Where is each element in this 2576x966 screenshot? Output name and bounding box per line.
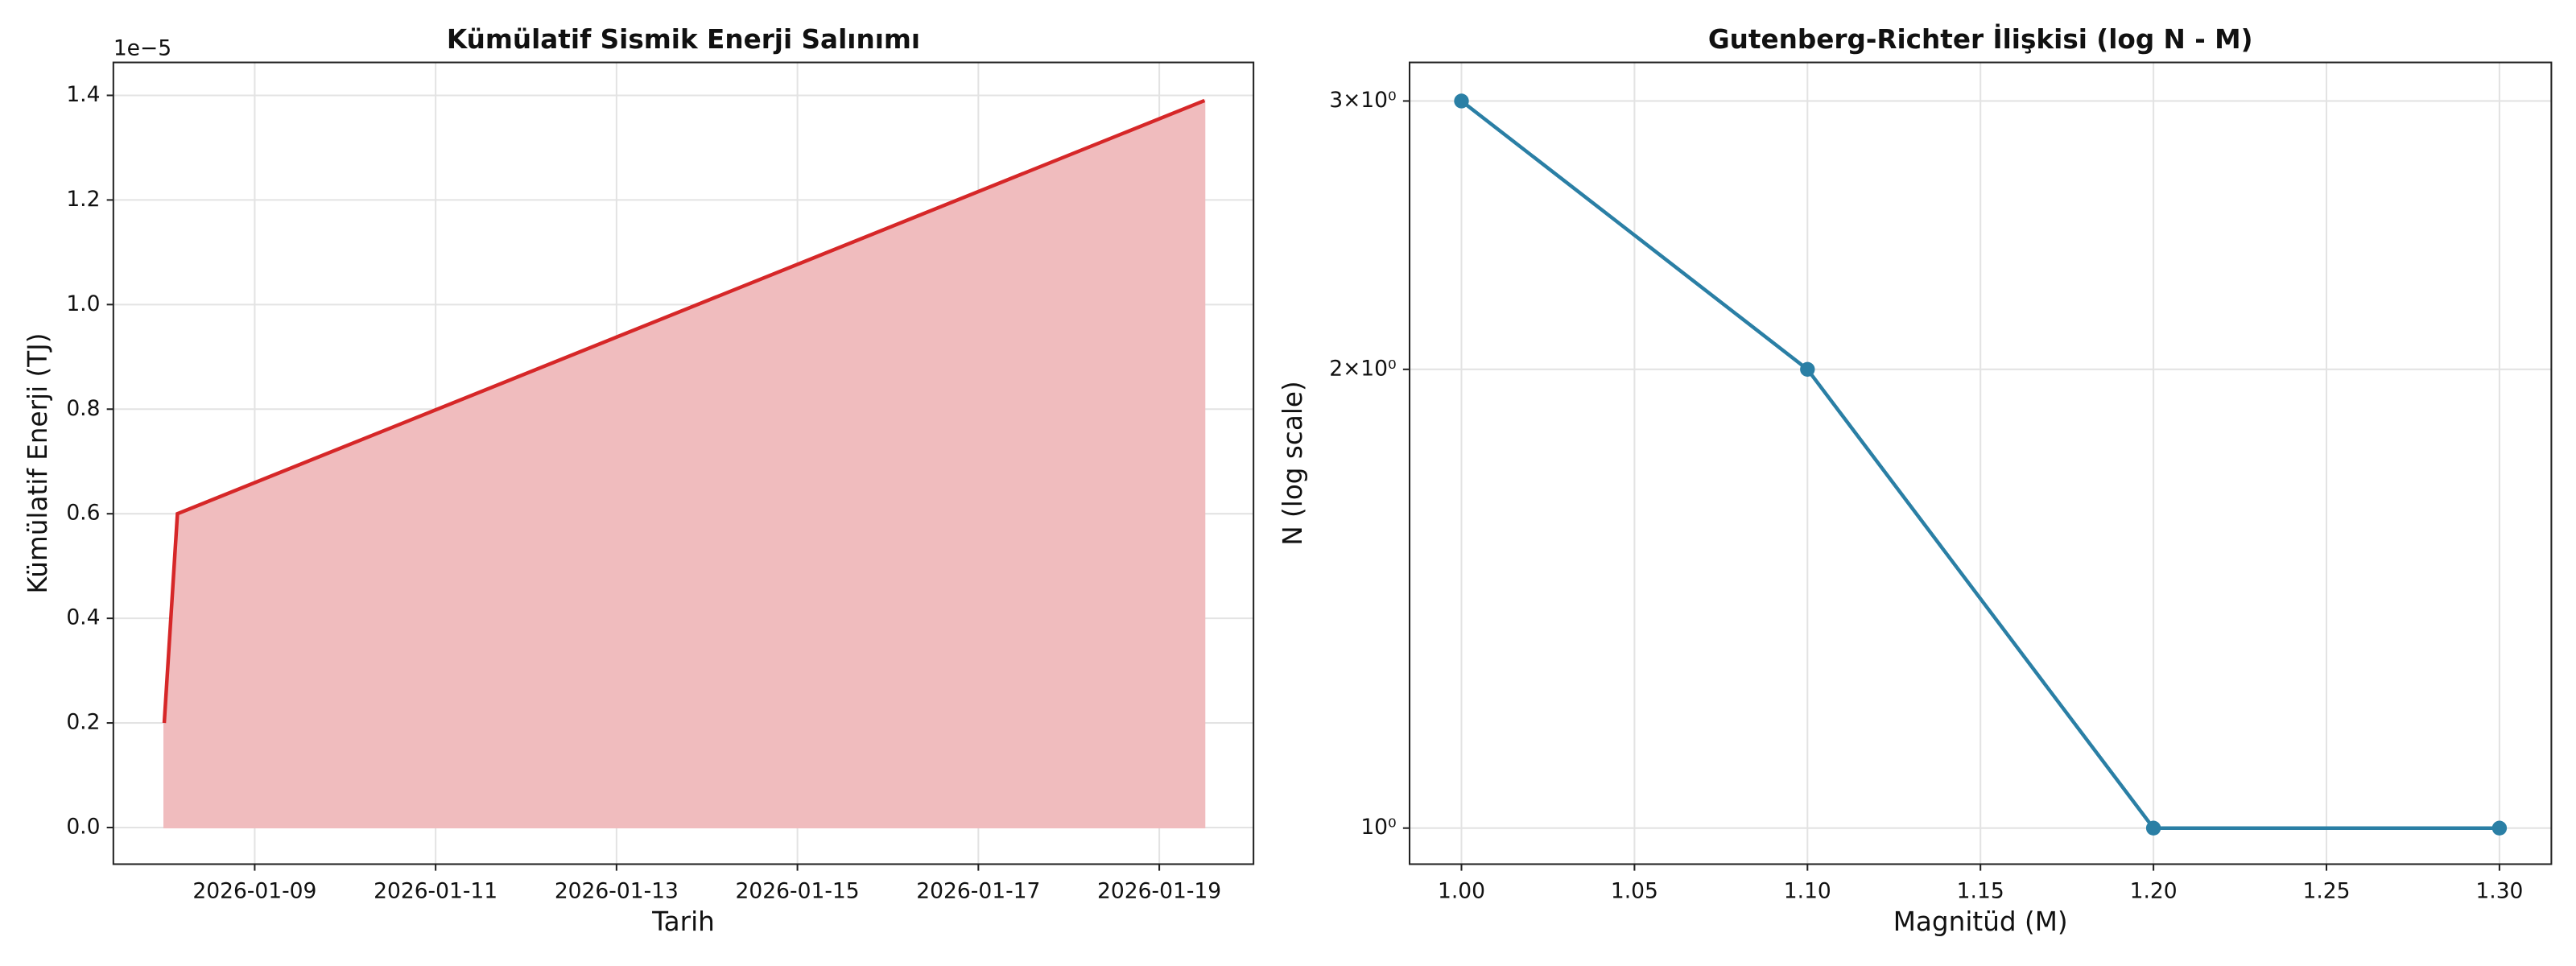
line	[162, 98, 1206, 724]
x-tick-label: 2026-01-19	[1097, 879, 1221, 904]
y-tick-label: 2×10⁰	[1329, 356, 1396, 381]
marker	[2491, 820, 2508, 836]
y-tick-label: 10⁰	[1360, 815, 1396, 840]
line	[1460, 99, 2500, 830]
x-tick-label: 2026-01-11	[374, 879, 497, 904]
y-tick-label: 1.2	[66, 187, 100, 212]
x-tick-label: 1.10	[1784, 879, 1831, 904]
x-tick-label: 1.00	[1438, 879, 1485, 904]
x-tick-label: 1.30	[2475, 879, 2523, 904]
x-tick-label: 1.05	[1611, 879, 1658, 904]
x-tick-label: 2026-01-17	[916, 879, 1040, 904]
area-fill	[163, 99, 1206, 829]
y-tick-label: 1.4	[66, 82, 100, 107]
plot-frame	[112, 61, 1255, 865]
y-tick-label: 1.0	[66, 291, 100, 316]
y-offset-text: 1e−5	[114, 36, 171, 61]
x-axis-label: Tarih	[651, 906, 715, 937]
plot-frame	[1409, 61, 2553, 865]
y-tick-label: 0.6	[66, 501, 100, 526]
x-tick-label: 2026-01-13	[555, 879, 679, 904]
x-tick-label: 2026-01-15	[736, 879, 860, 904]
x-tick-label: 1.25	[2302, 879, 2350, 904]
y-tick-label: 0.2	[66, 710, 100, 735]
marker	[1800, 361, 1815, 378]
y-tick-label: 3×10⁰	[1329, 88, 1396, 113]
x-tick-label: 2026-01-09	[192, 879, 316, 904]
x-tick-label: 1.15	[1957, 879, 2004, 904]
marker	[1454, 93, 1469, 109]
y-tick-label: 0.0	[66, 814, 100, 839]
x-tick-label: 1.20	[2130, 879, 2178, 904]
marker	[2145, 820, 2161, 836]
y-tick-label: 0.8	[66, 396, 100, 421]
x-axis-label: Magnitüd (M)	[1893, 906, 2068, 937]
y-axis-label: N (log scale)	[1278, 381, 1308, 546]
y-tick-label: 0.4	[66, 605, 100, 630]
chart-title: Kümülatif Sismik Enerji Salınımı	[447, 24, 920, 55]
y-axis-label: Kümülatif Enerji (TJ)	[23, 332, 53, 593]
chart-title: Gutenberg-Richter İlişkisi (log N - M)	[1708, 24, 2253, 55]
